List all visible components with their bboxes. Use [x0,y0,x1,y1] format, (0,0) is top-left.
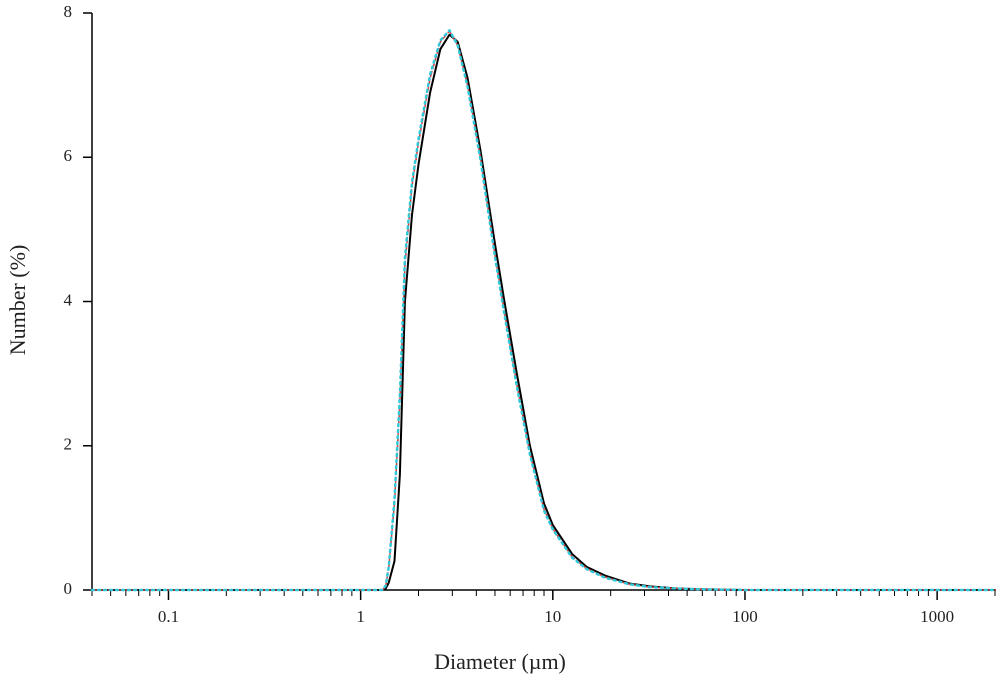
x-axis-label: Diameter (µm) [434,649,566,674]
x-tick-label: 0.1 [158,607,179,626]
y-axis-label: Number (%) [5,245,30,356]
y-tick-label: 0 [64,579,73,598]
x-tick-label: 1 [356,607,365,626]
x-tick-label: 10 [544,607,561,626]
y-tick-label: 6 [64,146,73,165]
x-tick-label: 1000 [920,607,954,626]
y-tick-label: 8 [64,2,73,21]
y-tick-label: 2 [64,435,73,454]
series-line [90,29,997,592]
y-tick-label: 4 [64,290,73,309]
x-tick-label: 100 [732,607,758,626]
